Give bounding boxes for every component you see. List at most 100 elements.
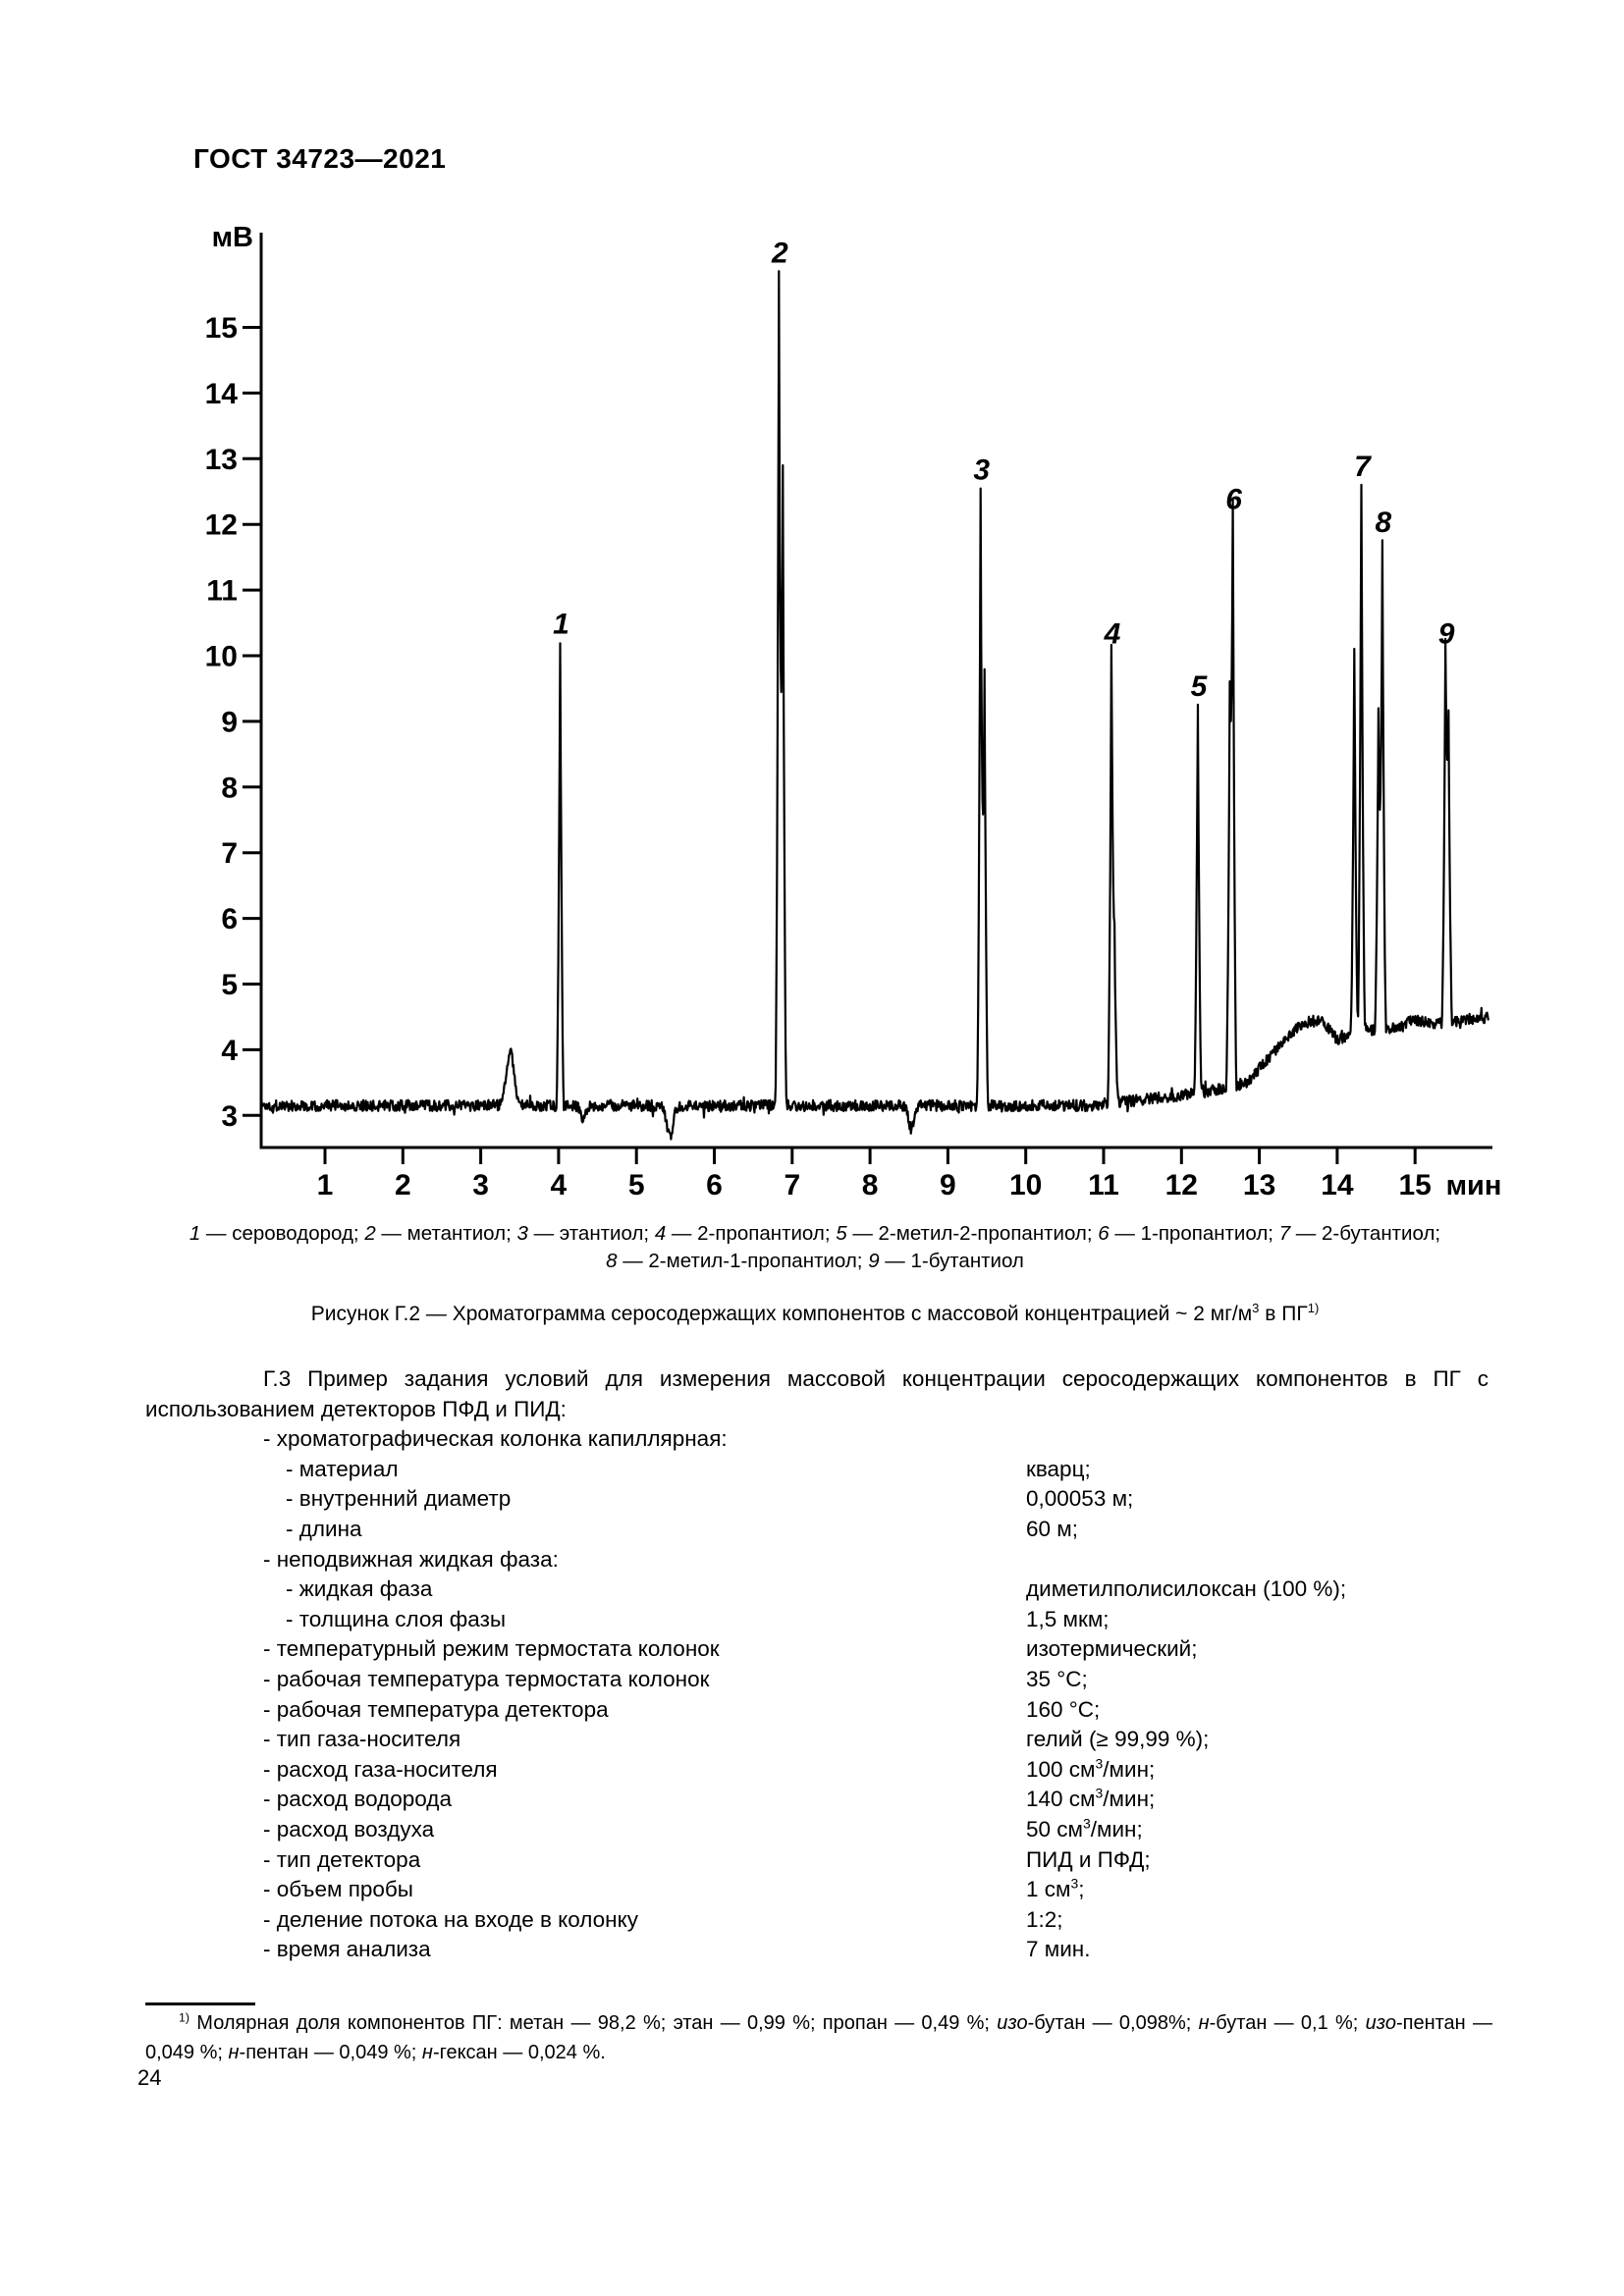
y-tick-label: 15 bbox=[205, 312, 238, 345]
condition-value: 0,00053 м; bbox=[1026, 1486, 1134, 1512]
compound-number: 7 bbox=[1278, 1222, 1291, 1245]
condition-label: - расход газа-носителя bbox=[263, 1756, 498, 1782]
footnote: 1) Молярная доля компонентов ПГ: метан —… bbox=[145, 2008, 1492, 2067]
y-tick-label: 8 bbox=[221, 772, 238, 804]
condition-label: - тип газа-носителя bbox=[263, 1727, 461, 1752]
conditions-intro-paragraph: Г.3 Пример задания условий для измерения… bbox=[145, 1366, 1489, 1421]
condition-label: - расход водорода bbox=[263, 1787, 452, 1812]
y-tick-label: 3 bbox=[221, 1100, 238, 1133]
y-tick-label: 9 bbox=[221, 706, 238, 738]
y-tick-label: 11 bbox=[206, 575, 238, 608]
condition-label: - температурный режим термостата колонок bbox=[263, 1636, 720, 1662]
condition-row: - тип детектора ПИД и ПФД; bbox=[145, 1845, 1489, 1876]
condition-label: - объем пробы bbox=[263, 1877, 413, 1902]
condition-value: 140 см3/мин; bbox=[1026, 1785, 1156, 1812]
condition-label: - длина bbox=[286, 1516, 362, 1541]
compound-number: 5 bbox=[836, 1222, 847, 1245]
compound-number: 8 bbox=[606, 1250, 618, 1272]
condition-value: 60 м; bbox=[1026, 1516, 1078, 1541]
condition-label: - толщина слоя фазы bbox=[286, 1606, 507, 1631]
x-axis-unit: мин bbox=[1446, 1170, 1502, 1201]
peak-label-4: 4 bbox=[1104, 618, 1121, 651]
condition-value: 7 мин. bbox=[1026, 1937, 1091, 1962]
peak-label-1: 1 bbox=[553, 609, 569, 641]
peak-label-2: 2 bbox=[771, 238, 788, 270]
condition-value: 50 см3/мин; bbox=[1026, 1815, 1143, 1842]
compound-number: 9 bbox=[868, 1250, 880, 1272]
condition-value: 100 см3/мин; bbox=[1026, 1755, 1156, 1782]
condition-row: - расход воздуха 50 см3/мин; bbox=[145, 1815, 1489, 1845]
y-tick-label: 10 bbox=[205, 641, 238, 673]
page-number: 24 bbox=[137, 2065, 162, 2090]
condition-row: - тип газа-носителя гелий (≥ 99,99 %); bbox=[145, 1725, 1489, 1755]
condition-label: - тип детектора bbox=[263, 1846, 421, 1872]
x-tick-label: 14 bbox=[1321, 1169, 1354, 1201]
condition-row: - жидкая фаза диметилполисилоксан (100 %)… bbox=[145, 1575, 1489, 1605]
condition-row: - рабочая температура детектора 160 °С; bbox=[145, 1695, 1489, 1726]
condition-row: - рабочая температура термостата колонок… bbox=[145, 1665, 1489, 1695]
x-tick-label: 12 bbox=[1165, 1169, 1198, 1201]
condition-row: - расход газа-носителя 100 см3/мин; bbox=[145, 1755, 1489, 1786]
compound-number: 4 bbox=[654, 1222, 667, 1245]
x-tick-label: 10 bbox=[1009, 1169, 1042, 1201]
peak-label-9: 9 bbox=[1438, 618, 1455, 651]
condition-label: - материал bbox=[286, 1456, 399, 1481]
peak-label-5: 5 bbox=[1191, 670, 1209, 703]
condition-value: 1 см3; bbox=[1026, 1875, 1085, 1902]
peak-label-8: 8 bbox=[1376, 507, 1392, 539]
condition-row: - материал кварц; bbox=[145, 1455, 1489, 1485]
x-tick-label: 7 bbox=[784, 1169, 800, 1201]
condition-row: - температурный режим термостата колонок… bbox=[145, 1634, 1489, 1665]
footnote-divider bbox=[145, 2002, 255, 2005]
condition-row: - объем пробы 1 см3; bbox=[145, 1875, 1489, 1905]
compound-number: 1 bbox=[189, 1222, 201, 1245]
condition-row: - время анализа 7 мин. bbox=[145, 1935, 1489, 1965]
condition-value: изотермический; bbox=[1026, 1636, 1198, 1662]
x-tick-label: 11 bbox=[1088, 1169, 1119, 1201]
condition-row: - расход водорода 140 см3/мин; bbox=[145, 1785, 1489, 1815]
detector-trace bbox=[259, 270, 1490, 1141]
condition-value: диметилполисилоксан (100 %); bbox=[1026, 1576, 1347, 1602]
condition-label: - рабочая температура термостата колонок bbox=[263, 1666, 710, 1691]
condition-label: - жидкая фаза bbox=[286, 1576, 433, 1602]
condition-value: 160 °С; bbox=[1026, 1696, 1101, 1722]
condition-row: - деление потока на входе в колонку 1:2; bbox=[145, 1905, 1489, 1936]
condition-row: - неподвижная жидкая фаза: bbox=[145, 1545, 1489, 1575]
condition-value: гелий (≥ 99,99 %); bbox=[1026, 1727, 1210, 1752]
x-tick-label: 1 bbox=[317, 1169, 334, 1201]
y-tick-label: 6 bbox=[221, 903, 238, 935]
condition-label: - время анализа bbox=[263, 1937, 431, 1962]
condition-label: - деление потока на входе в колонку bbox=[263, 1906, 638, 1932]
document-header: ГОСТ 34723—2021 bbox=[193, 143, 447, 174]
y-tick-label: 7 bbox=[221, 837, 238, 870]
y-axis-unit: мВ bbox=[212, 222, 253, 253]
condition-label: - рабочая температура детектора bbox=[263, 1696, 609, 1722]
condition-row: - длина 60 м; bbox=[145, 1515, 1489, 1545]
y-tick-label: 14 bbox=[205, 378, 239, 410]
compound-number: 3 bbox=[516, 1222, 528, 1245]
condition-row: - хроматографическая колонка капиллярная… bbox=[145, 1424, 1489, 1455]
x-tick-label: 13 bbox=[1243, 1169, 1275, 1201]
condition-label: - неподвижная жидкая фаза: bbox=[263, 1546, 559, 1572]
x-tick-label: 9 bbox=[940, 1169, 956, 1201]
condition-value: 1:2; bbox=[1026, 1906, 1063, 1932]
peak-label-3: 3 bbox=[973, 454, 990, 486]
condition-value: 1,5 мкм; bbox=[1026, 1606, 1110, 1631]
x-tick-label: 8 bbox=[862, 1169, 879, 1201]
x-tick-label: 2 bbox=[395, 1169, 411, 1201]
x-tick-label: 3 bbox=[472, 1169, 489, 1201]
y-tick-label: 13 bbox=[205, 444, 238, 476]
compound-legend-line2: 8 — 2-метил-1-пропантиол; 9 — 1-бутантио… bbox=[606, 1250, 1024, 1272]
condition-value: кварц; bbox=[1026, 1456, 1091, 1481]
compound-number: 6 bbox=[1098, 1222, 1110, 1245]
axes bbox=[259, 233, 1492, 1149]
conditions-list: - хроматографическая колонка капиллярная… bbox=[145, 1424, 1489, 1965]
condition-label: - расход воздуха bbox=[263, 1816, 435, 1842]
condition-value: ПИД и ПФД; bbox=[1026, 1846, 1151, 1872]
compound-number: 2 bbox=[364, 1222, 376, 1245]
condition-label: - внутренний диаметр bbox=[286, 1486, 512, 1512]
compound-legend-line1: 1 — сероводород; 2 — метантиол; 3 — этан… bbox=[189, 1222, 1441, 1245]
figure-caption: Рисунок Г.2 — Хроматограмма серосодержащ… bbox=[310, 1301, 1320, 1325]
